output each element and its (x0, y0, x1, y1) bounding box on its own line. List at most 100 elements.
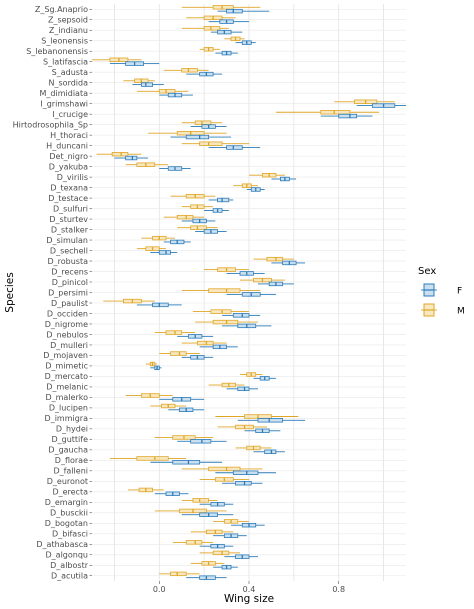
box-f (208, 145, 261, 150)
box-iqr (226, 8, 243, 14)
y-tick-label: S_lebanonensis (26, 47, 88, 56)
y-tick-label: M_dimidiata (40, 89, 89, 98)
box-iqr (181, 68, 198, 73)
box-f (109, 61, 160, 66)
y-tick-label: D_persimi (48, 288, 88, 297)
box-f (213, 533, 247, 538)
box-m (181, 141, 249, 146)
box-f (217, 8, 270, 14)
box-f (356, 103, 406, 108)
box-iqr (197, 340, 214, 346)
box-iqr (210, 309, 232, 314)
y-tick-label: D_occiden (47, 309, 88, 318)
y-tick-label: D_falleni (53, 467, 88, 476)
y-tick-label: D_testace (48, 194, 88, 203)
box-m (181, 288, 261, 293)
y-tick-label: D_erecta (52, 488, 88, 497)
box-iqr (190, 439, 212, 444)
y-tick-label: D_emargin (45, 498, 88, 507)
box-iqr (185, 134, 210, 140)
box-m (190, 561, 225, 566)
box-m (181, 466, 263, 472)
y-tick-label: D_albostr (50, 561, 89, 570)
box-f (190, 124, 227, 129)
box-f (204, 208, 229, 213)
y-tick-label: D_simulan (46, 236, 88, 245)
y-tick-label: D_bifasci (52, 530, 88, 539)
y-tick-label: D_immigra (45, 414, 89, 423)
y-tick-label: S_leonensis (41, 37, 88, 46)
box-m (199, 47, 220, 52)
y-tick-label: D_lucipen (49, 404, 88, 413)
box-m (275, 110, 380, 115)
box-f (199, 344, 238, 350)
box-f (159, 92, 193, 98)
box-f (159, 166, 191, 171)
y-tick-label: D_sulfuri (53, 204, 88, 213)
box-m (199, 477, 249, 482)
x-tick-label: 0.8 (332, 585, 345, 594)
y-tick-label: D_paulist (51, 299, 88, 308)
y-tick-label: Z_indianu (49, 26, 88, 35)
box-iqr (199, 575, 216, 580)
box-iqr (237, 386, 250, 392)
box-iqr (170, 571, 187, 577)
box-f (136, 302, 182, 308)
box-iqr (172, 460, 201, 465)
y-tick-label: D_guttife (51, 435, 88, 444)
y-tick-label: H_duncani (46, 141, 88, 150)
box-m (170, 193, 216, 199)
y-tick-label: D_mojaven (43, 351, 88, 360)
box-m (208, 382, 245, 388)
box-f (246, 187, 265, 192)
box-m (154, 330, 196, 335)
box-m (213, 519, 249, 524)
box-iqr (158, 250, 171, 255)
box-f (222, 313, 261, 318)
boxes-layer (92, 5, 406, 580)
y-tick-label: S_adusta (52, 68, 88, 77)
y-tick-label: D_gaucha (48, 446, 88, 455)
legend: Sex FM (418, 266, 465, 317)
y-tick-label: D_bogotan (45, 519, 88, 528)
box-f (253, 449, 285, 454)
box-m (235, 445, 272, 451)
box-f (226, 386, 258, 392)
y-tick-label: D_algonqu (46, 551, 88, 560)
box-m (217, 424, 267, 430)
box-m (249, 172, 285, 178)
box-f (199, 502, 234, 507)
y-tick-label: D_mulleri (50, 341, 88, 350)
y-tick-label: D_athabasca (36, 540, 88, 549)
y-tick-label: D_nigrome (45, 320, 88, 329)
y-tick-label: Hirtodrosophila_Sp (13, 120, 88, 129)
y-axis-title: Species (4, 272, 16, 312)
box-f (320, 113, 373, 119)
box-iqr (235, 481, 252, 486)
box-m (181, 5, 261, 10)
box-m (92, 57, 142, 62)
box-f (177, 439, 227, 444)
box-f (215, 470, 276, 475)
box-f (163, 239, 191, 245)
box-m (253, 256, 294, 262)
box-f (199, 543, 234, 549)
box-f (235, 40, 256, 45)
box-iqr (266, 256, 284, 262)
box-iqr (203, 26, 221, 31)
box-iqr (140, 82, 153, 87)
box-iqr (165, 330, 183, 335)
box-f (226, 292, 276, 297)
box-iqr (136, 456, 169, 461)
box-iqr (212, 550, 230, 556)
box-iqr (190, 225, 207, 230)
box-f (114, 155, 149, 161)
box-f (257, 281, 294, 287)
box-iqr (192, 498, 210, 503)
y-tick-label: S_latifascia (43, 58, 88, 67)
y-tick-label: D_mimetic (45, 362, 88, 371)
y-tick-label: N_sordida (49, 78, 89, 87)
box-m (96, 152, 142, 157)
y-tick-label: D_yakuba (49, 162, 88, 171)
